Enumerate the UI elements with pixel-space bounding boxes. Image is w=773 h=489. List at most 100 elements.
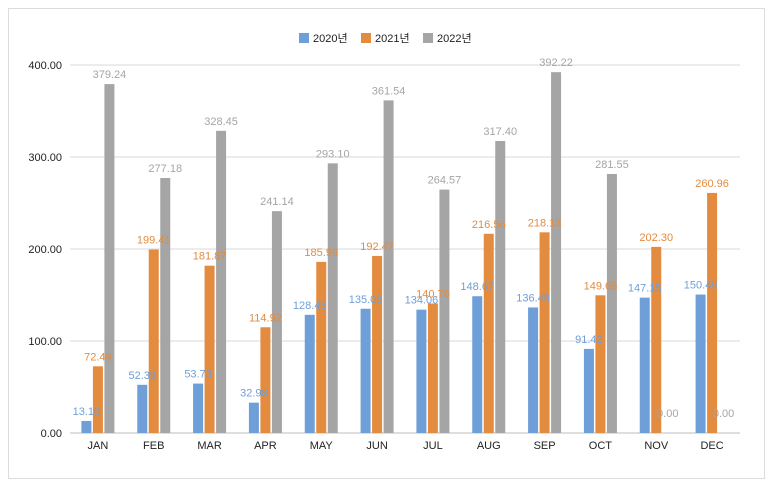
legend-swatch	[361, 33, 371, 43]
gridlines	[70, 64, 740, 434]
data-label: 140.76	[416, 289, 450, 301]
bar	[427, 303, 438, 433]
bar	[416, 309, 427, 433]
bar	[260, 327, 271, 433]
bars	[81, 72, 718, 434]
data-label: 185.99	[304, 247, 338, 259]
data-label: 264.57	[428, 175, 462, 187]
bar	[606, 173, 617, 433]
data-label: 91.42	[575, 334, 603, 346]
x-tick-label: JAN	[88, 440, 109, 452]
data-label: 192.47	[360, 241, 394, 253]
bar	[81, 420, 92, 433]
data-label: 202.30	[639, 232, 673, 244]
bar	[160, 177, 171, 433]
data-label: 72.49	[84, 351, 112, 363]
y-tick-label: 0.00	[41, 428, 62, 440]
x-tick-label: SEP	[534, 440, 556, 452]
bar	[583, 348, 594, 433]
bar	[193, 383, 204, 433]
bar	[483, 233, 494, 433]
bar	[551, 72, 562, 434]
x-tick-label: JUL	[423, 440, 443, 452]
bar	[204, 265, 215, 433]
data-label: 32.98	[240, 388, 268, 400]
data-label: 136.48	[516, 292, 550, 304]
data-label: 241.14	[260, 196, 294, 208]
bar	[360, 308, 371, 433]
y-tick-label: 200.00	[28, 244, 62, 256]
legend-swatch	[299, 33, 309, 43]
bar	[137, 384, 148, 433]
bar	[248, 402, 259, 433]
data-label: 0.00	[657, 408, 678, 420]
x-tick-label: MAR	[197, 440, 222, 452]
data-label: 260.96	[695, 178, 729, 190]
bar	[216, 130, 227, 434]
data-label: 13.10	[73, 406, 101, 418]
bar	[372, 255, 383, 433]
bar	[316, 261, 327, 433]
legend-label: 2020년	[313, 32, 348, 45]
bar	[304, 314, 315, 433]
legend: 2020년 2021년 2022년	[299, 32, 472, 45]
x-tick-label: OCT	[589, 440, 613, 452]
data-label: 0.00	[713, 408, 734, 420]
y-tick-label: 300.00	[28, 152, 62, 164]
legend-label: 2021년	[375, 32, 410, 45]
y-tick-label: 100.00	[28, 336, 62, 348]
y-tick-label: 400.00	[28, 60, 62, 72]
data-label: 392.22	[539, 57, 573, 69]
data-label: 134.06	[405, 295, 439, 307]
data-label: 181.87	[193, 251, 227, 263]
data-label: 361.54	[372, 85, 406, 97]
x-tick-label: NOV	[644, 440, 669, 452]
x-tick-label: APR	[254, 440, 277, 452]
data-label: 114.92	[249, 312, 282, 324]
bar	[148, 249, 159, 433]
x-tick-label: MAY	[310, 440, 334, 452]
data-label: 52.39	[128, 370, 156, 382]
data-label: 281.55	[595, 159, 629, 171]
data-label: 128.45	[293, 300, 327, 312]
data-label: 216.56	[472, 219, 506, 231]
data-label: 147.15	[628, 283, 662, 295]
bar	[439, 189, 450, 433]
x-tick-label: DEC	[700, 440, 723, 452]
data-labels: 13.10 72.49 379.24 52.39 199.41 277.18 53.73 18…	[73, 57, 735, 420]
bar	[651, 246, 662, 433]
bar	[707, 192, 718, 433]
data-label: 218.13	[528, 217, 562, 229]
bar	[528, 307, 539, 433]
data-label: 293.10	[316, 148, 350, 160]
data-label: 277.18	[148, 163, 182, 175]
bar	[539, 232, 550, 433]
bar	[695, 294, 706, 433]
x-tick-label: FEB	[143, 440, 164, 452]
data-label: 199.41	[137, 235, 171, 247]
data-label: 328.45	[204, 116, 238, 128]
data-label: 317.40	[483, 126, 517, 138]
data-label: 150.49	[684, 280, 718, 292]
x-axis-ticks: JAN FEB MAR APR MAY JUN JUL AUG SEP OCT NOV DEC	[88, 440, 724, 452]
bar	[104, 84, 115, 434]
legend-label: 2022년	[437, 32, 472, 45]
data-label: 379.24	[93, 69, 127, 81]
x-tick-label: JUN	[366, 440, 387, 452]
bar	[472, 296, 483, 433]
bar	[595, 295, 606, 433]
bar	[495, 140, 506, 433]
bar	[92, 366, 103, 433]
data-label: 148.67	[460, 281, 494, 293]
legend-swatch	[423, 33, 433, 43]
data-label: 149.68	[584, 280, 618, 292]
bar	[639, 297, 650, 433]
y-axis-ticks: 0.00 100.00 200.00 300.00 400.00	[28, 60, 62, 440]
bar	[327, 163, 338, 433]
x-tick-label: AUG	[477, 440, 501, 452]
bar	[271, 211, 282, 433]
bar	[383, 100, 394, 433]
data-label: 53.73	[184, 369, 212, 381]
data-label: 135.05	[349, 294, 383, 306]
